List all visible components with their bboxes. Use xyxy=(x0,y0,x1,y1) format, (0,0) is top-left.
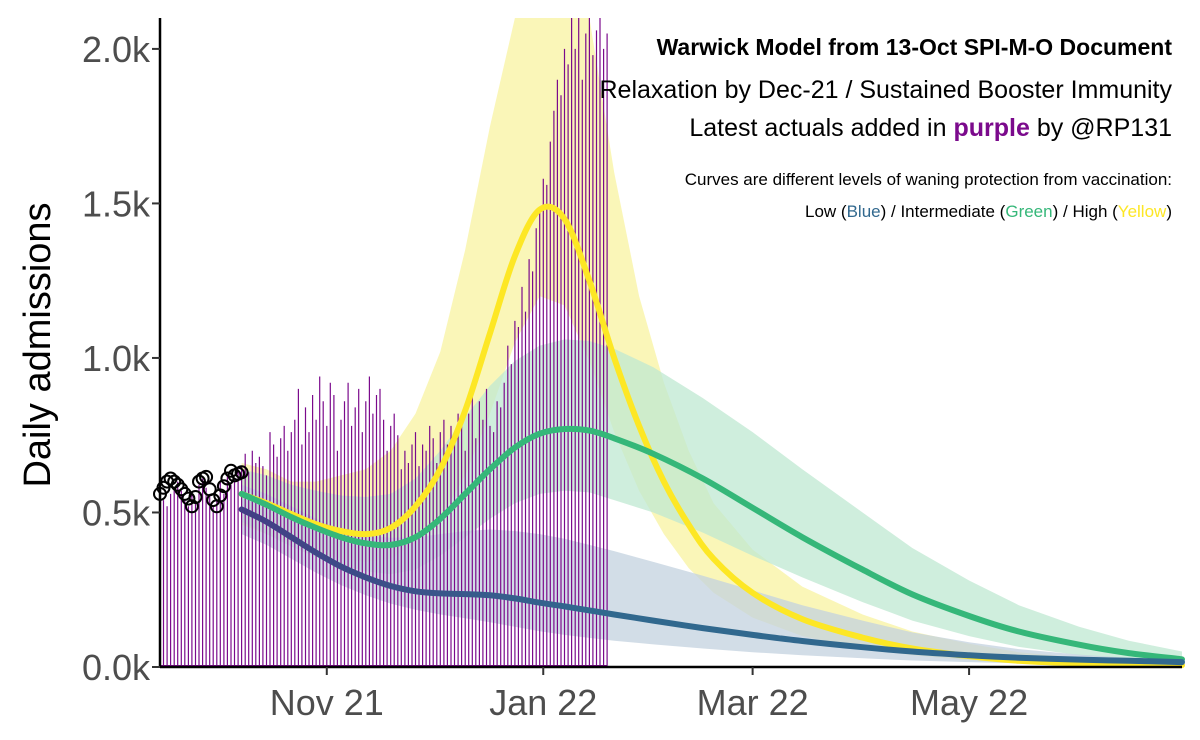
legend-low-label: Low ( xyxy=(805,202,847,221)
line-high xyxy=(238,203,1185,669)
legend-low-close: ) / xyxy=(880,202,901,221)
observed-point xyxy=(181,491,196,506)
legend-green-word: Green xyxy=(1005,202,1053,221)
observed-point xyxy=(234,465,249,480)
latest-actuals-note: Latest actuals added in purple by @RP131 xyxy=(689,114,1172,143)
y-tick-label: 1.5k xyxy=(82,183,151,224)
x-ticks: Nov 21 Jan 22 Mar 22 May 22 xyxy=(270,667,1028,723)
y-tick-label: 0.0k xyxy=(82,647,151,688)
latest-note-prefix: Latest actuals added in xyxy=(689,114,947,142)
chart-title: Warwick Model from 13-Oct SPI-M-O Docume… xyxy=(656,34,1172,60)
x-tick-label: May 22 xyxy=(910,682,1028,723)
y-ticks: 0.0k 0.5k 1.0k 1.5k 2.0k xyxy=(82,29,160,688)
y-tick-label: 0.5k xyxy=(82,492,151,533)
curves-legend: Low (Blue) / Intermediate (Green) / High… xyxy=(805,202,1172,222)
observed-point xyxy=(192,474,206,489)
y-axis-title: Daily admissions xyxy=(17,202,59,487)
latest-note-suffix: by @RP131 xyxy=(1036,114,1172,142)
legend-mid-close: ) / xyxy=(1052,202,1073,221)
y-tick-label: 1.0k xyxy=(82,338,151,379)
model-lines xyxy=(238,203,1185,669)
x-tick-label: Jan 22 xyxy=(489,682,597,723)
band-mid xyxy=(241,339,1183,664)
x-tick-label: Nov 21 xyxy=(270,682,384,723)
observed-circles xyxy=(153,463,249,514)
chart-subtitle: Relaxation by Dec-21 / Sustained Booster… xyxy=(599,76,1173,104)
legend-mid-label: Intermediate ( xyxy=(900,202,1006,221)
latest-note-highlight: purple xyxy=(953,114,1030,142)
legend-high-close: ) xyxy=(1166,202,1172,221)
line-mid xyxy=(238,425,1185,663)
x-tick-label: Mar 22 xyxy=(697,682,809,723)
actuals-bars xyxy=(159,18,608,667)
line-low xyxy=(238,506,1185,666)
observed-point xyxy=(167,474,182,489)
legend-blue-word: Blue xyxy=(846,202,881,221)
axes xyxy=(158,18,1182,669)
legend-yellow-word: Yellow xyxy=(1117,202,1167,221)
observed-point xyxy=(199,469,214,484)
observed-point xyxy=(216,479,231,494)
y-tick-label: 2.0k xyxy=(82,29,151,70)
observed-point xyxy=(213,488,228,503)
legend-high-label: High ( xyxy=(1072,202,1118,221)
curves-note: Curves are different levels of waning pr… xyxy=(684,170,1172,189)
observed-point xyxy=(184,499,199,514)
observed-point xyxy=(188,490,203,504)
